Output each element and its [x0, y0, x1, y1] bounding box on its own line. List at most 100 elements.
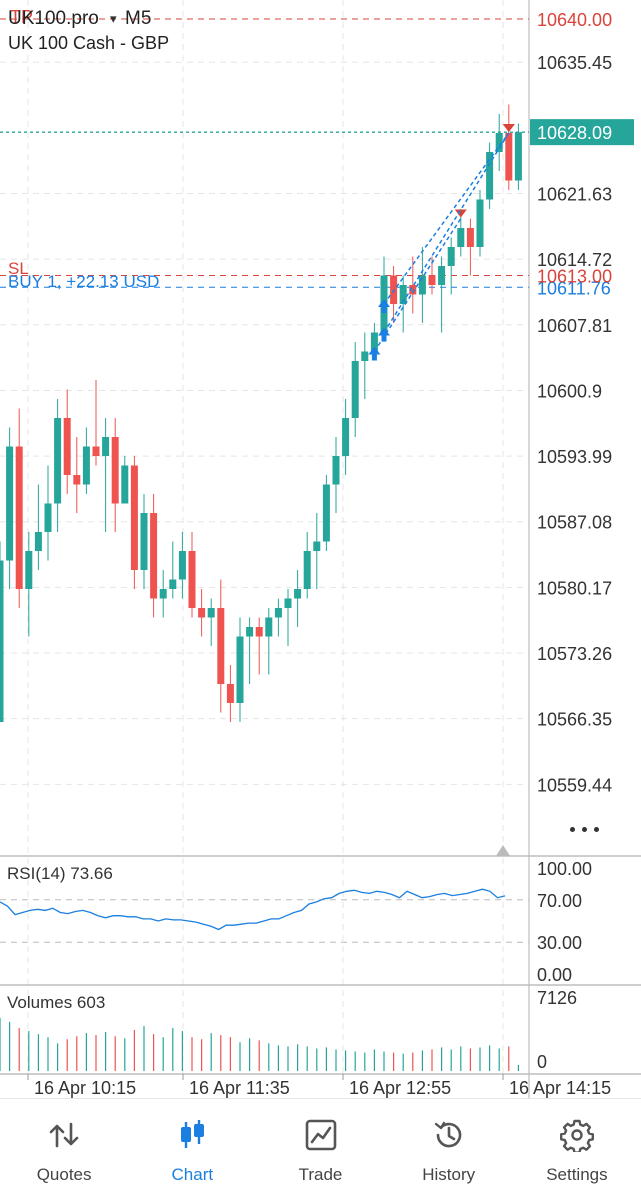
candle-body	[121, 465, 129, 504]
candle-body	[361, 351, 369, 361]
tp-price: 10640.00	[537, 10, 612, 30]
candle-body	[34, 532, 42, 551]
price-tick-label: 10635.45	[537, 53, 612, 73]
price-tick-label: 10566.35	[537, 710, 612, 730]
candle-body	[73, 475, 81, 485]
history-clock-icon	[429, 1115, 469, 1155]
candle-body	[25, 551, 33, 589]
buy-arrow-icon	[378, 327, 390, 342]
candle-body	[111, 437, 119, 504]
candle-body	[217, 608, 225, 684]
tab-settings[interactable]: Settings	[513, 1099, 641, 1201]
candle-body	[15, 446, 23, 589]
candle-body	[236, 636, 244, 703]
candle-body	[505, 133, 513, 181]
candlesticks	[0, 104, 522, 722]
candle-body	[294, 589, 302, 599]
tab-trade-label: Trade	[298, 1165, 343, 1184]
rsi-line	[0, 888, 506, 931]
tab-quotes-label: Quotes	[36, 1165, 92, 1184]
tp-label: TP	[10, 7, 33, 27]
candle-body	[188, 551, 196, 608]
volume-panel: 7126 0	[0, 988, 577, 1072]
more-options-icon[interactable]	[566, 818, 604, 842]
candle-body	[342, 418, 350, 456]
sl-price: 10613.00	[537, 267, 612, 287]
candle-body	[178, 551, 186, 580]
rsi-tick-label: 30.00	[537, 933, 582, 953]
tab-trade[interactable]: Trade	[256, 1099, 384, 1201]
bid-price-box	[530, 119, 634, 146]
bid-price: 10628.09	[537, 123, 612, 143]
tab-history-label: History	[422, 1165, 476, 1184]
tab-chart[interactable]: Chart	[128, 1099, 256, 1201]
rsi-title: RSI(14) 73.66	[7, 864, 113, 883]
candle-body	[274, 608, 282, 618]
candle-body	[514, 132, 522, 181]
quotes-arrows-icon	[44, 1115, 84, 1155]
candle-body	[476, 199, 484, 247]
price-tick-label: 10587.08	[537, 513, 612, 533]
price-tick-label: 10600.9	[537, 381, 602, 401]
price-tick-label: 10614.72	[537, 250, 612, 270]
rsi-panel: 100.00 70.00 30.00 0.00	[0, 859, 592, 985]
candle-body	[409, 285, 417, 295]
tab-quotes[interactable]: Quotes	[0, 1099, 128, 1201]
candle-body	[322, 484, 330, 542]
buy-arrow-icon	[368, 346, 381, 361]
candle-body	[82, 446, 90, 485]
candle-body	[140, 513, 148, 570]
trade-link-line	[373, 218, 462, 352]
price-axis: 10635.45 10621.63 10614.72 10607.81 10600.9 1…	[530, 10, 634, 795]
tab-history[interactable]: History	[385, 1099, 513, 1201]
candle-body	[486, 152, 494, 200]
time-tick-label: 16 Apr 14:15	[509, 1078, 611, 1098]
symbol-name[interactable]: UK100.pro	[8, 8, 99, 29]
volume-tick-label: 0	[537, 1052, 547, 1072]
candle-body	[226, 684, 234, 703]
candle-body	[102, 437, 110, 456]
rsi-tick-label: 0.00	[537, 965, 572, 985]
candle-body	[399, 285, 407, 304]
time-tick-label: 16 Apr 10:15	[34, 1078, 136, 1098]
rsi-tick-label: 70.00	[537, 891, 582, 911]
price-tick-label: 10573.26	[537, 644, 612, 664]
candle-body	[495, 133, 503, 152]
exit-arrow-icon	[502, 124, 515, 132]
rsi-tick-label: 100.00	[537, 859, 592, 879]
candle-body	[438, 266, 446, 285]
candle-body	[303, 551, 311, 589]
volumes-title: Volumes 603	[7, 993, 105, 1012]
price-tick-label: 10607.81	[537, 316, 612, 336]
candle-body	[54, 418, 62, 504]
chart-area[interactable]: 10635.45 10621.63 10614.72 10607.81 10600.9 1…	[0, 0, 641, 1098]
candle-body	[265, 617, 273, 637]
candle-body	[198, 608, 206, 618]
candle-body	[150, 513, 158, 599]
bottom-tab-bar: Quotes Chart Trade	[0, 1098, 641, 1201]
exit-arrow-icon	[454, 209, 467, 218]
candle-body	[159, 589, 167, 599]
candle-body	[0, 560, 4, 722]
buy-arrow-icon	[378, 299, 390, 313]
timeframe-label[interactable]: M5	[125, 8, 151, 29]
candle-body	[63, 418, 71, 475]
buy-position-label[interactable]: BUY 1, +22.13 USD	[8, 272, 159, 291]
candle-body	[284, 598, 292, 608]
candle-body	[370, 332, 378, 352]
volume-tick-label: 7126	[537, 988, 577, 1008]
scroll-end-icon[interactable]	[496, 845, 510, 856]
chart-grid	[0, 0, 641, 1098]
candle-body	[351, 361, 359, 418]
candle-body	[255, 627, 263, 637]
candle-body	[447, 247, 455, 266]
candle-body	[44, 503, 52, 532]
candle-body	[246, 627, 254, 637]
candle-body	[332, 456, 340, 485]
timeframe-dropdown-icon[interactable]: ▾	[110, 11, 117, 26]
candlestick-chart-icon	[172, 1115, 212, 1155]
candle-body	[6, 446, 14, 561]
trade-link-line	[383, 132, 510, 333]
candle-body	[207, 608, 215, 618]
trade-markers	[368, 124, 515, 361]
